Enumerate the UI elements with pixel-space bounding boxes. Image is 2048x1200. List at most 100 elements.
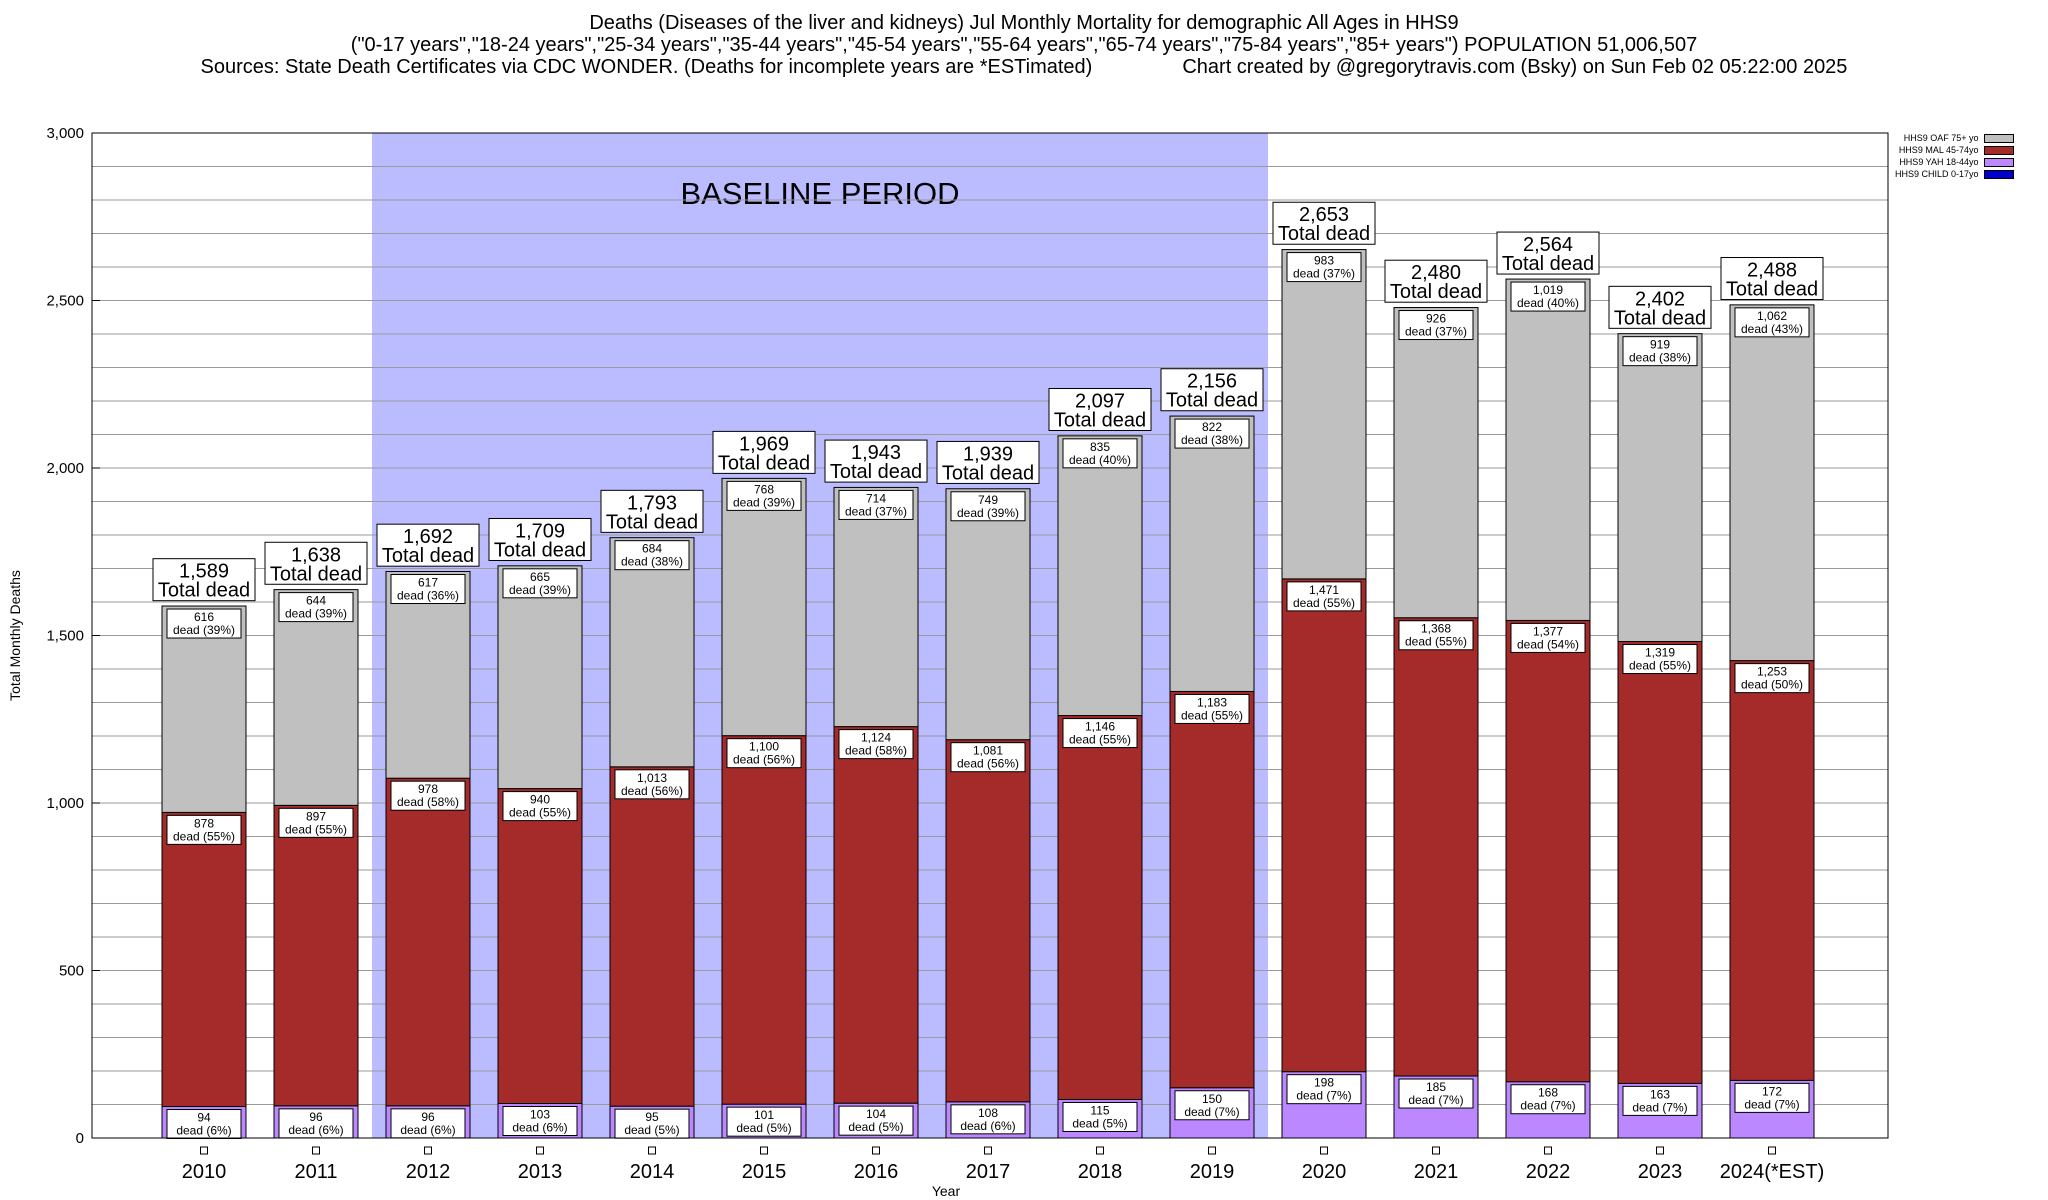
y-tick-label: 2,000: [46, 460, 84, 477]
chart-title-block: Deaths (Diseases of the liver and kidney…: [0, 12, 2048, 78]
segment-label-value: 616: [194, 610, 214, 624]
x-tick-label: 2016: [854, 1161, 899, 1183]
segment-label-pct: dead (40%): [1517, 296, 1579, 310]
segment-label-pct: dead (37%): [1293, 267, 1355, 281]
total-label-box: [1160, 368, 1264, 412]
total-label-box: [488, 517, 592, 561]
segment-label-pct: dead (6%): [176, 1124, 231, 1138]
bar-segment: [721, 477, 807, 737]
total-label-suffix: Total dead: [830, 461, 922, 483]
segment-label-box: [726, 1106, 802, 1137]
total-label-box: [264, 541, 368, 585]
x-marker: [424, 1146, 432, 1155]
segment-label-box: [838, 1105, 914, 1136]
segment-label-value: 1,183: [1197, 695, 1227, 709]
total-label-box: [1720, 257, 1824, 301]
total-label-value: 1,939: [963, 443, 1013, 465]
segment-label-box: [1174, 693, 1250, 724]
bar-segment: [497, 788, 583, 1104]
segment-label-pct: dead (55%): [1405, 635, 1467, 649]
segment-label-value: 665: [530, 570, 550, 584]
segment-label-value: 714: [866, 491, 886, 505]
segment-label-value: 172: [1762, 1084, 1782, 1098]
segment-label-value: 1,377: [1533, 624, 1563, 638]
segment-label-pct: dead (5%): [848, 1120, 903, 1134]
segment-label-value: 822: [1202, 420, 1222, 434]
total-label-suffix: Total dead: [158, 580, 250, 602]
total-label-suffix: Total dead: [1614, 307, 1706, 329]
x-marker: [536, 1146, 544, 1155]
x-marker: [760, 1146, 768, 1155]
y-tick-label: 0: [76, 1130, 84, 1147]
x-tick-label: 2022: [1526, 1161, 1571, 1183]
bar-segment: [1393, 617, 1479, 1077]
bar-segment: [1729, 304, 1815, 662]
total-label-value: 1,793: [627, 492, 677, 514]
segment-label-value: 1,081: [973, 744, 1003, 758]
bar-segment: [1729, 660, 1815, 1081]
x-tick-label: 2015: [742, 1161, 787, 1183]
segment-label-box: [1286, 1074, 1362, 1105]
segment-label-pct: dead (7%): [1632, 1100, 1687, 1114]
total-label-value: 2,480: [1411, 262, 1461, 284]
x-marker: [1656, 1146, 1664, 1155]
segment-label-value: 617: [418, 576, 438, 590]
segment-label-pct: dead (58%): [845, 744, 907, 758]
total-label-suffix: Total dead: [718, 452, 810, 474]
segment-label-box: [838, 489, 914, 520]
total-label-value: 1,969: [739, 433, 789, 455]
legend-item: HHS9 YAH 18-44yo: [1895, 156, 2014, 168]
legend-label: HHS9 MAL 45-74yo: [1898, 145, 1979, 155]
y-tick-label: 2,500: [46, 293, 84, 310]
segment-label-box: [1286, 581, 1362, 612]
segment-label-pct: dead (55%): [1293, 596, 1355, 610]
segment-label-value: 198: [1314, 1076, 1334, 1090]
segment-label-box: [1062, 718, 1138, 749]
x-tick-label: 2020: [1302, 1161, 1347, 1183]
segment-label-pct: dead (6%): [512, 1120, 567, 1134]
legend-label: HHS9 OAF 75+ yo: [1903, 133, 1979, 143]
total-label-suffix: Total dead: [382, 545, 474, 567]
x-marker: [872, 1146, 880, 1155]
total-label-suffix: Total dead: [1054, 410, 1146, 432]
segment-label-box: [950, 742, 1026, 773]
segment-label-value: 749: [978, 493, 998, 507]
bar-segment: [833, 726, 919, 1104]
x-tick-label: 2019: [1190, 1161, 1235, 1183]
segment-label-value: 101: [754, 1108, 774, 1122]
x-tick-label: 2014: [630, 1161, 675, 1183]
y-tick-label: 500: [59, 963, 84, 980]
segment-label-value: 940: [530, 793, 550, 807]
total-label-suffix: Total dead: [1726, 279, 1818, 301]
segment-label-pct: dead (7%): [1184, 1105, 1239, 1119]
segment-label-value: 768: [754, 482, 774, 496]
segment-label-box: [614, 540, 690, 571]
bar-segment: [273, 804, 359, 1107]
segment-label-value: 644: [306, 594, 326, 608]
legend-swatch: [1983, 145, 2014, 155]
total-label-value: 2,402: [1635, 288, 1685, 310]
segment-label-box: [614, 769, 690, 800]
segment-label-value: 115: [1090, 1103, 1109, 1117]
segment-label-box: [278, 592, 354, 623]
segment-label-box: [726, 480, 802, 511]
total-label-box: [1608, 285, 1712, 329]
bar-segment: [1393, 307, 1479, 619]
segment-label-pct: dead (38%): [621, 555, 683, 569]
total-label-box: [376, 523, 480, 567]
x-tick-label: 2017: [966, 1161, 1011, 1183]
segment-label-value: 978: [418, 782, 438, 796]
segment-label-value: 1,368: [1421, 622, 1451, 636]
total-label-box: [1384, 259, 1488, 303]
segment-label-pct: dead (40%): [1069, 453, 1131, 467]
total-label-value: 1,692: [403, 526, 453, 548]
chart-source: Sources: State Death Certificates via CD…: [200, 56, 1093, 78]
legend-item: HHS9 CHILD 0-17yo: [1895, 168, 2014, 180]
segment-label-pct: dead (6%): [400, 1123, 455, 1137]
x-marker: [312, 1146, 320, 1155]
segment-label-value: 835: [1090, 440, 1110, 454]
y-axis-label: Total Monthly Deaths: [7, 570, 23, 701]
bar-segment: [1505, 619, 1591, 1083]
bar-segment: [1617, 333, 1703, 643]
